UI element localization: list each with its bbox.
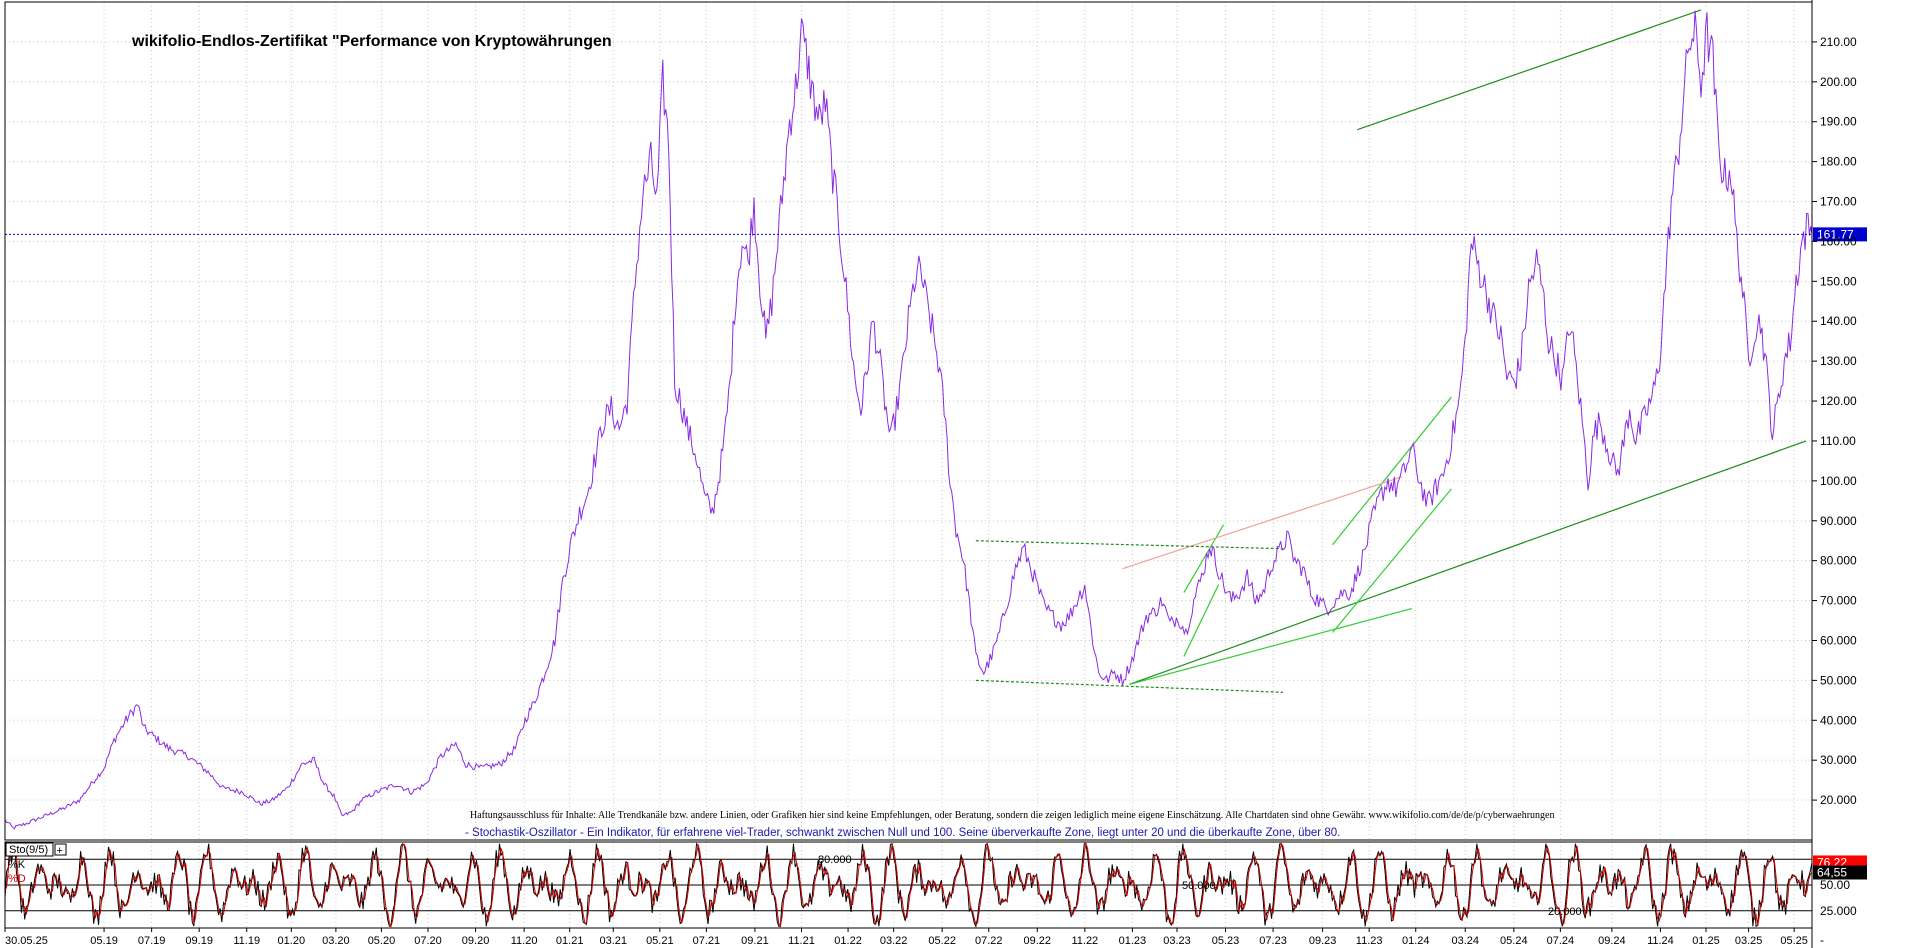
- x-tick-label: 03.21: [600, 935, 628, 947]
- trend-line: [1122, 476, 1403, 570]
- x-tick-label: 01.21: [556, 935, 584, 947]
- oscillator-panel: 20.00050.00080.00025.00050.0076,2264,55S…: [4, 841, 1867, 928]
- x-tick-label: 11.23: [1356, 935, 1383, 947]
- d-value-badge: [1813, 865, 1867, 880]
- x-tick-label: 01.20: [278, 935, 306, 947]
- oscillator-axis-label-50: 50.00: [1820, 878, 1850, 892]
- oscillator-level-label-50: 50.000: [1182, 880, 1216, 892]
- y-tick-label: 20.000: [1820, 793, 1857, 807]
- trend-line: [1183, 524, 1225, 593]
- trend-line: [1129, 607, 1412, 685]
- trend-lines: [975, 9, 1807, 693]
- x-tick-label: 07.24: [1547, 935, 1575, 947]
- x-tick-label: 09.22: [1024, 935, 1052, 947]
- x-tick-label: 05.20: [368, 935, 396, 947]
- x-tick-label: 05.23: [1212, 935, 1240, 947]
- x-tick-label: 07.23: [1259, 935, 1287, 947]
- x-tick-label: 09.20: [462, 935, 490, 947]
- x-tick-label: 11.19: [233, 935, 260, 947]
- x-tick-label: 03.20: [322, 935, 350, 947]
- x-tick-label: 03.24: [1451, 935, 1479, 947]
- x-tick-label: 11.22: [1071, 935, 1098, 947]
- d-value-label: 64,55: [1817, 865, 1847, 879]
- current-value-badge: [1813, 227, 1867, 242]
- oscillator-description: - Stochastik-Oszillator - Ein Indikator,…: [465, 827, 1340, 839]
- x-tick-label: 11.21: [788, 935, 815, 947]
- x-tick-label: 01.22: [834, 935, 862, 947]
- y-tick-label: 190.00: [1820, 115, 1857, 129]
- y-tick-label: 130.00: [1820, 354, 1857, 368]
- trend-line: [1183, 584, 1220, 657]
- oscillator-expand-button[interactable]: [54, 843, 67, 856]
- x-tick-label: 05.24: [1500, 935, 1528, 947]
- oscillator-level-label-80: 80.000: [818, 854, 852, 866]
- x-tick-label: 05.22: [928, 935, 956, 947]
- x-tick-label: 03.22: [880, 935, 908, 947]
- trend-line: [1357, 9, 1702, 131]
- x-tick-label: 09.19: [185, 935, 213, 947]
- chart-title: wikifolio-Endlos-Zertifikat "Performance…: [131, 33, 612, 50]
- y-tick-label: 210.00: [1820, 35, 1857, 49]
- trend-line: [975, 679, 1284, 693]
- y-tick-label: 60.000: [1820, 633, 1857, 647]
- x-tick-label: 11.20: [511, 935, 538, 947]
- trend-line: [1129, 440, 1807, 685]
- x-tick-label: 09.23: [1309, 935, 1337, 947]
- x-tick-label: 01.24: [1402, 935, 1430, 947]
- axis-minus-marker: -: [1820, 933, 1824, 947]
- plus-icon: +: [57, 845, 63, 857]
- y-tick-label: 40.000: [1820, 713, 1857, 727]
- y-tick-label: 110.00: [1820, 434, 1856, 448]
- y-tick-label: 200.00: [1820, 75, 1857, 89]
- x-tick-label: 01.23: [1119, 935, 1147, 947]
- oscillator-name-box[interactable]: [5, 842, 54, 857]
- price-series: 161.77: [4, 10, 1867, 830]
- current-value-label: 161.77: [1817, 227, 1854, 241]
- x-tick-label: 05.21: [646, 935, 674, 947]
- y-tick-label: 90.000: [1820, 514, 1857, 528]
- x-tick-label: 05.25: [1780, 935, 1808, 947]
- x-tick-label: 11.24: [1647, 935, 1674, 947]
- y-tick-label: 150.00: [1820, 274, 1857, 288]
- axes: 20.000 30.000 40.000 50.000 60.000 70.000 80.0…: [4, 0, 1857, 948]
- x-tick-label: 07.20: [414, 935, 442, 947]
- x-tick-label: 07.19: [138, 935, 166, 947]
- stochastic-k-line: [4, 842, 1813, 928]
- x-tick-label: 07.22: [975, 935, 1003, 947]
- y-tick-label: 50.000: [1820, 673, 1857, 687]
- y-tick-label: 80.000: [1820, 554, 1857, 568]
- x-tick-label: 09.21: [741, 935, 769, 947]
- y-tick-label: 140.00: [1820, 314, 1857, 328]
- y-tick-label: 70.000: [1820, 594, 1857, 608]
- x-tick-label: 03.23: [1163, 935, 1191, 947]
- price-line: [4, 10, 1813, 830]
- y-tick-label: 160.00: [1820, 234, 1857, 248]
- x-tick-label: 05.19: [90, 935, 118, 947]
- y-tick-label: 180.00: [1820, 155, 1857, 169]
- x-tick-label: 30.05.25: [5, 935, 48, 947]
- y-tick-label: 170.00: [1820, 195, 1857, 209]
- x-tick-label: 07.21: [693, 935, 721, 947]
- trend-line: [1332, 396, 1452, 546]
- trend-line: [1332, 488, 1452, 633]
- oscillator-name: Sto(9/5): [9, 844, 48, 856]
- y-tick-label: 30.000: [1820, 753, 1857, 767]
- trend-line: [975, 540, 1283, 550]
- disclaimer-text: Haftungsausschluss für Inhalte: Alle Tre…: [470, 810, 1555, 821]
- d-legend-label: %D: [8, 873, 26, 885]
- y-tick-label: 100.00: [1820, 474, 1857, 488]
- stochastic-d-line: [4, 841, 1813, 928]
- y-tick-label: 120.00: [1820, 394, 1857, 408]
- k-legend-label: %K: [8, 859, 26, 871]
- oscillator-axis-label-25: 25.000: [1820, 904, 1857, 918]
- x-tick-label: 01.25: [1692, 935, 1720, 947]
- x-tick-label: 03.25: [1735, 935, 1763, 947]
- x-tick-label: 09.24: [1598, 935, 1626, 947]
